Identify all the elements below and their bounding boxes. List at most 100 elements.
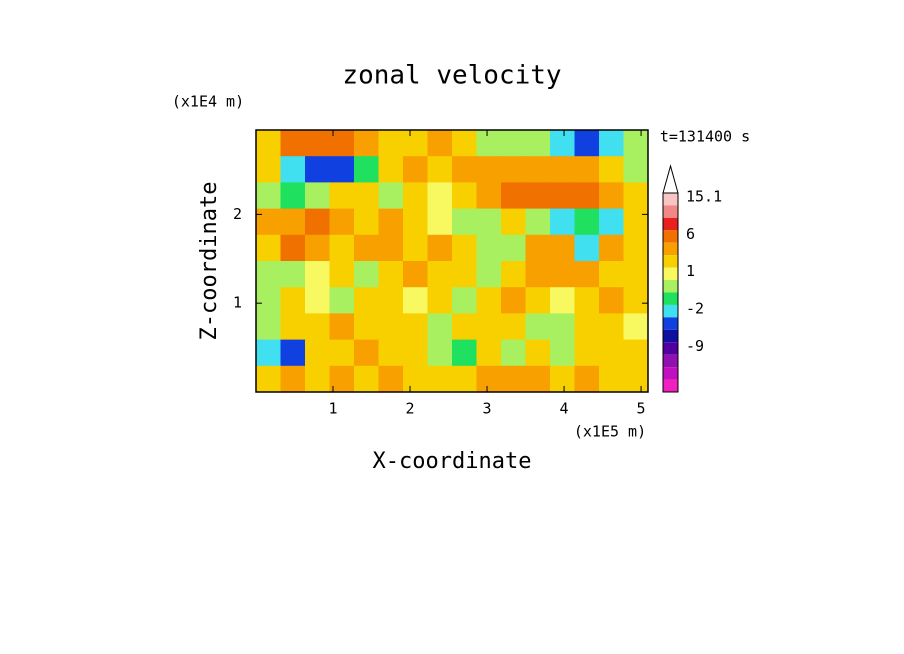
y-tick-label: 2 <box>233 205 242 223</box>
contour-cell <box>476 182 502 210</box>
colorbar-box <box>663 317 678 330</box>
contour-cell <box>378 261 404 288</box>
colorbar-label: -2 <box>686 299 704 317</box>
contour-cell <box>574 287 600 314</box>
contour-cell <box>305 313 330 341</box>
contour-cell <box>305 130 330 157</box>
contour-cell <box>280 313 306 341</box>
contour-cell <box>378 130 404 157</box>
contour-cell <box>354 339 379 367</box>
contour-cell <box>403 234 428 262</box>
contour-cell <box>501 156 526 183</box>
contour-cell <box>599 156 624 183</box>
colorbar-box <box>663 255 678 268</box>
contour-cell <box>501 208 526 236</box>
contour-cell <box>427 208 453 236</box>
contour-cell <box>280 234 306 262</box>
contour-cell <box>550 156 575 183</box>
contour-cell <box>599 208 624 236</box>
contour-cell <box>452 365 477 393</box>
contour-cell <box>452 313 477 341</box>
contour-cell <box>501 339 526 367</box>
contour-cell <box>427 313 453 341</box>
contour-cell <box>476 130 502 157</box>
contour-cell <box>378 287 404 314</box>
contour-cell <box>403 287 428 314</box>
contour-cell <box>452 130 477 157</box>
contour-cell <box>280 339 306 367</box>
contour-cell <box>256 339 281 367</box>
contour-cell <box>550 287 575 314</box>
contour-cell <box>280 287 306 314</box>
contour-cell <box>574 339 600 367</box>
contour-cell <box>427 339 453 367</box>
contour-cell <box>256 287 281 314</box>
colorbar-box <box>663 280 678 293</box>
contour-cell <box>501 234 526 262</box>
contour-cell <box>329 313 355 341</box>
contour-cell <box>574 130 600 157</box>
contour-cell <box>525 156 551 183</box>
contour-cell <box>378 208 404 236</box>
y-axis-label: Z-coordinate <box>197 182 222 341</box>
contour-cell <box>623 313 649 341</box>
contour-cell <box>452 234 477 262</box>
colorbar-box <box>663 242 678 256</box>
contour-cell <box>329 130 355 157</box>
contour-cell <box>403 365 428 393</box>
contour-cell <box>550 261 575 288</box>
contour-cell <box>427 182 453 210</box>
contour-cell <box>599 234 624 262</box>
contour-cell <box>378 156 404 183</box>
contour-cell <box>476 365 502 393</box>
contour-cell <box>623 130 649 157</box>
x-tick-label: 1 <box>328 400 337 418</box>
contour-cell <box>550 313 575 341</box>
contour-cell <box>378 365 404 393</box>
contour-cell <box>525 365 551 393</box>
contour-cell <box>280 365 306 393</box>
contour-cell <box>525 261 551 288</box>
contour-cell <box>574 365 600 393</box>
contour-cell <box>525 339 551 367</box>
colorbar-box <box>663 217 678 231</box>
contour-cell <box>476 208 502 236</box>
contour-cell <box>354 365 379 393</box>
y-tick-label: 1 <box>233 294 242 312</box>
contour-cell <box>452 261 477 288</box>
contour-cell <box>599 313 624 341</box>
contour-cell <box>403 156 428 183</box>
contour-cell <box>623 365 649 393</box>
contour-cell <box>256 261 281 288</box>
colorbar-label: 6 <box>686 225 695 243</box>
contour-cell <box>305 182 330 210</box>
contour-cell <box>525 130 551 157</box>
colorbar-label: 15.1 <box>686 188 722 206</box>
contour-cell <box>305 261 330 288</box>
contour-cell <box>354 234 379 262</box>
contour-cell <box>305 156 330 183</box>
contour-cell <box>550 365 575 393</box>
colorbar-extend <box>662 164 679 194</box>
contour-cell <box>256 208 281 236</box>
contour-cell <box>354 130 379 157</box>
contour-cell <box>329 365 355 393</box>
contour-cell <box>305 234 330 262</box>
contour-cell <box>354 287 379 314</box>
colorbar-box <box>663 193 678 206</box>
chart-title: zonal velocity <box>342 61 561 91</box>
contour-cell <box>550 130 575 157</box>
contour-cell <box>403 261 428 288</box>
x-tick-label: 3 <box>483 400 492 418</box>
plot-frame <box>255 129 649 393</box>
contour-cell <box>329 234 355 262</box>
contour-cell <box>452 182 477 210</box>
contour-cell <box>476 313 502 341</box>
contour-cell <box>623 208 649 236</box>
contour-cell <box>623 156 649 183</box>
contour-cell <box>427 234 453 262</box>
contour-cell <box>280 208 306 236</box>
contour-cell <box>403 208 428 236</box>
colorbar-box <box>663 342 678 355</box>
contour-cell <box>476 261 502 288</box>
